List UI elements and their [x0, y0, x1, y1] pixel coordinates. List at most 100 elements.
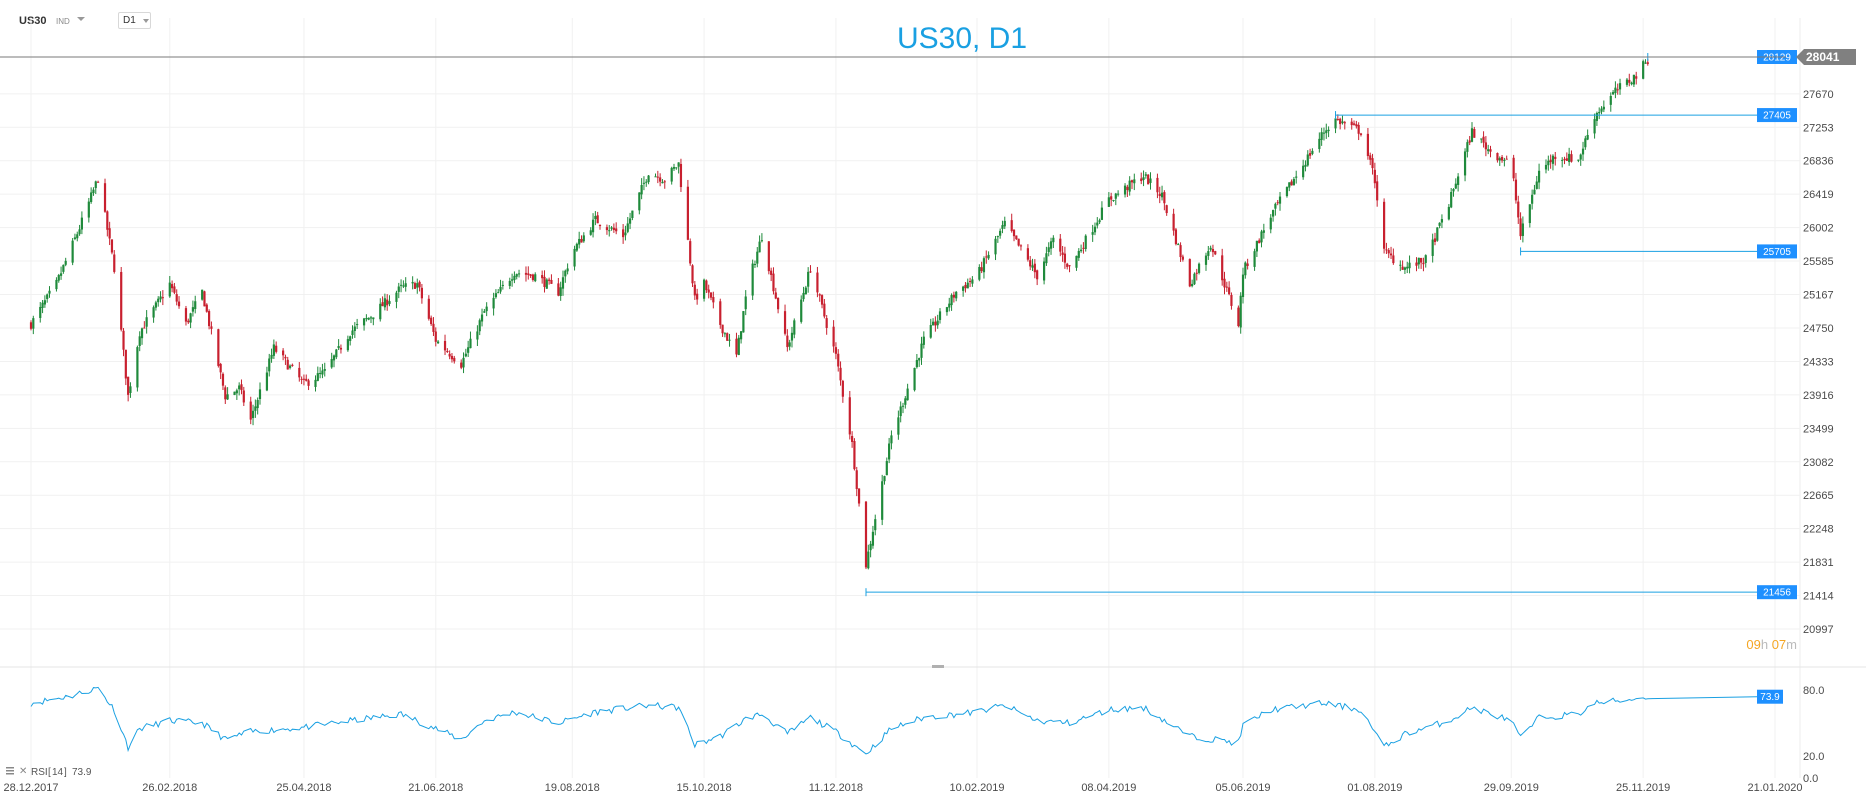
candle-body [39, 306, 42, 318]
candle-body [1482, 136, 1485, 143]
candle-body [1355, 124, 1358, 127]
candle-body [1302, 165, 1305, 178]
y-tick-label: 21414 [1803, 591, 1834, 603]
candle-body [881, 481, 884, 520]
candle-body [1193, 273, 1196, 285]
candle-body [1600, 108, 1603, 112]
candle-body [57, 275, 60, 281]
candle-body [467, 347, 470, 353]
candle-body [1470, 128, 1474, 142]
candle-body [416, 283, 419, 288]
candle-body [839, 367, 842, 381]
timeframe-select[interactable]: D1 [118, 12, 151, 29]
candle-body [1420, 257, 1423, 263]
candle-body [1149, 178, 1152, 183]
candle-body [966, 282, 969, 289]
candle-body [802, 292, 805, 300]
candle-body [254, 406, 257, 411]
candle-body [744, 296, 747, 310]
candle-body [129, 386, 132, 393]
candle-body [980, 267, 983, 272]
symbol-dropdown-icon[interactable] [77, 17, 85, 21]
candle-body [272, 344, 275, 356]
candle-body [945, 307, 949, 313]
candle-body [712, 297, 715, 303]
candle-body [1093, 226, 1097, 233]
candle-body [1036, 270, 1039, 280]
candle-body [1031, 265, 1034, 268]
candle-body [1246, 263, 1249, 266]
candle-body [1241, 274, 1245, 298]
candle-body [596, 215, 599, 224]
candle-body [288, 365, 292, 368]
candle-body [955, 291, 958, 299]
menu-icon[interactable] [6, 767, 14, 769]
countdown-hours: 09 [1746, 637, 1760, 652]
candle-body [365, 318, 368, 320]
candle-body [1318, 138, 1321, 150]
level-label-high: 28129 [1763, 53, 1791, 64]
candle-body [497, 292, 500, 294]
candle-body [1156, 177, 1159, 193]
candle-body [1174, 229, 1178, 245]
candle-body [1611, 92, 1615, 95]
candle-body [1144, 174, 1147, 176]
candle-body [645, 181, 648, 183]
candle-body [161, 297, 164, 299]
candle-body [460, 362, 463, 368]
candle-body [1003, 220, 1006, 227]
candle-body [758, 241, 761, 253]
candle-body [152, 307, 155, 318]
y-tick-label: 22665 [1803, 490, 1834, 502]
candle-body [1341, 121, 1344, 123]
candle-body [1359, 133, 1363, 135]
candle-body [1221, 255, 1224, 281]
candle-body [837, 353, 840, 367]
candle-body [1369, 155, 1372, 160]
candle-body [446, 350, 449, 353]
candle-body [1223, 278, 1226, 288]
candle-body [1577, 159, 1580, 161]
candle-body [1271, 210, 1275, 217]
candle-body [1059, 238, 1062, 252]
symbol-name[interactable]: US30 [19, 15, 47, 27]
countdown-minutes: 07 [1772, 637, 1786, 652]
panel-resize-handle[interactable] [932, 665, 944, 668]
candle-body [1098, 220, 1101, 223]
y-tick-label: 27253 [1803, 122, 1834, 134]
x-tick-label: 15.10.2018 [677, 782, 732, 794]
candle-body [524, 272, 528, 275]
candle-body [897, 417, 900, 435]
candle-body [224, 387, 227, 400]
candle-body [1570, 154, 1573, 162]
candle-body [1133, 179, 1136, 184]
candle-body [1371, 158, 1374, 169]
candle-body [235, 390, 238, 394]
candle-body [270, 354, 273, 359]
candle-body [608, 230, 611, 232]
x-tick-label: 11.12.2018 [809, 782, 863, 794]
close-icon[interactable]: ✕ [19, 766, 27, 777]
candle-body [1544, 164, 1548, 170]
y-tick-label: 27670 [1803, 89, 1834, 101]
candle-body [915, 360, 918, 368]
candle-body [640, 184, 643, 195]
candle-body [982, 258, 986, 273]
candle-body [922, 336, 925, 345]
price-axis: 2812927670272532683626419260022558525167… [1803, 52, 1834, 636]
candle-body [430, 317, 433, 325]
y-tick-label: 23499 [1803, 423, 1834, 435]
candle-body [670, 167, 673, 182]
candle-body [145, 317, 148, 327]
candle-body [436, 341, 440, 344]
candle-body [1080, 249, 1083, 252]
candle-body [346, 339, 349, 351]
candle-body [1191, 283, 1194, 287]
candle-body [857, 488, 861, 504]
candle-body [1126, 186, 1129, 191]
candle-body [402, 285, 405, 287]
candle-body [1463, 151, 1467, 176]
candle-body [737, 337, 740, 355]
candle-body [499, 286, 502, 292]
